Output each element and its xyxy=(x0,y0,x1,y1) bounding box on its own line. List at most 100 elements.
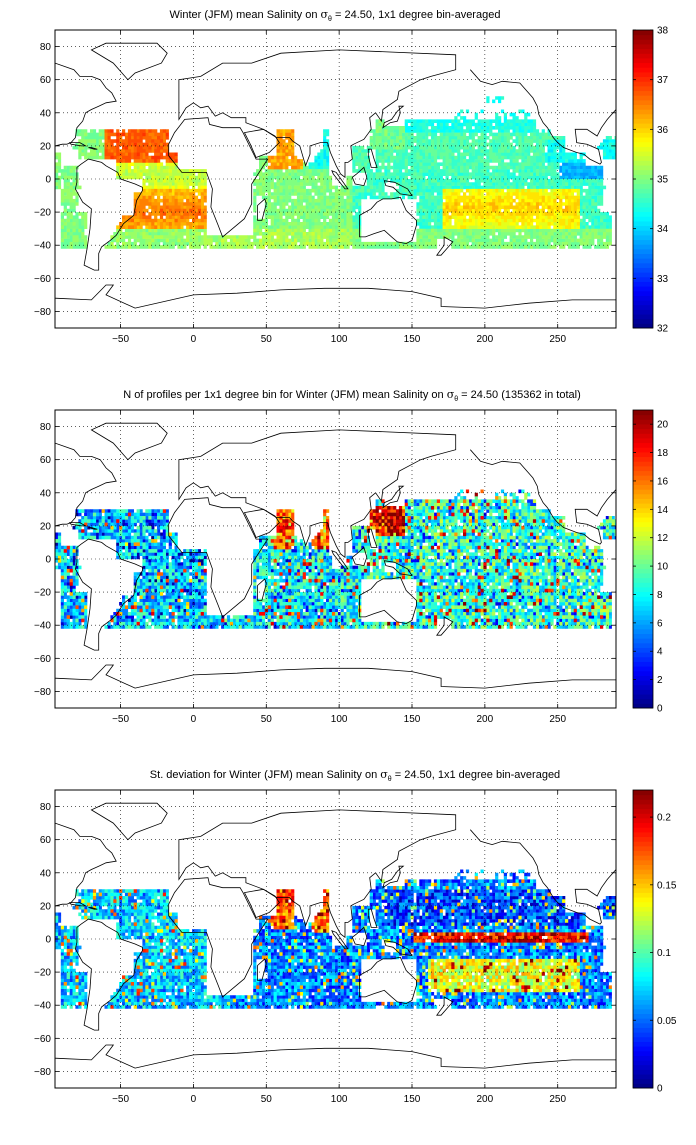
colorbar-step xyxy=(633,614,653,621)
coastline-segment xyxy=(383,940,413,957)
y-tick-label: 40 xyxy=(40,108,52,119)
x-tick-label: 50 xyxy=(261,334,273,345)
colorbar-step xyxy=(633,113,653,119)
data-cell-group xyxy=(119,162,557,249)
colorbar-step xyxy=(633,831,653,838)
data-cell-group xyxy=(55,876,616,1009)
coastline-segment xyxy=(351,546,368,567)
x-tick-label: 150 xyxy=(404,1094,421,1105)
grid xyxy=(55,790,616,1088)
colorbar-step xyxy=(633,410,653,416)
y-tick-label: −80 xyxy=(34,307,51,318)
x-tick-label: 250 xyxy=(549,1094,566,1105)
colorbar-step xyxy=(633,1022,653,1028)
coastline xyxy=(55,802,616,1069)
y-tick-label: −80 xyxy=(34,1067,51,1078)
x-tick-label: 200 xyxy=(477,1094,494,1105)
colorbar-step xyxy=(633,81,653,87)
colorbar-step xyxy=(633,869,653,875)
colorbar-step xyxy=(633,836,653,842)
coastline-segment xyxy=(469,449,616,545)
colorbar-step xyxy=(633,137,653,143)
colorbar-step xyxy=(633,451,653,458)
data-cell-group xyxy=(387,889,615,927)
colorbar-step xyxy=(633,423,653,430)
colorbar-step xyxy=(633,577,653,583)
colorbar-tick-label: 0.1 xyxy=(657,948,671,959)
data-cell-group xyxy=(66,489,604,623)
colorbar-step xyxy=(633,897,653,903)
colorbar-step xyxy=(633,295,653,301)
colorbar-step xyxy=(633,656,653,662)
colorbar-step xyxy=(633,304,653,310)
colorbar-tick-label: 6 xyxy=(657,618,663,629)
colorbar-step xyxy=(633,442,653,448)
coastline-segment xyxy=(351,926,368,947)
y-tick-label: 80 xyxy=(40,42,52,53)
colorbar-step xyxy=(633,456,653,462)
data-cell-group xyxy=(55,122,612,249)
colorbar-step xyxy=(633,248,653,254)
colorbar-step xyxy=(633,948,653,954)
colorbar-step xyxy=(633,703,653,709)
colorbar-step xyxy=(633,1027,653,1033)
y-tick-label: 20 xyxy=(40,901,52,912)
colorbar-step xyxy=(633,155,653,161)
data-cell-group xyxy=(55,489,612,629)
colorbar-step xyxy=(633,57,653,64)
coastline-segment xyxy=(90,802,168,841)
colorbar-step xyxy=(633,414,653,420)
panel-std-deviation: St. deviation for Winter (JFM) mean Sali… xyxy=(34,768,677,1105)
colorbar-tick-label: 37 xyxy=(657,75,669,86)
coastline-segment xyxy=(168,877,269,998)
colorbar-step xyxy=(633,976,653,982)
coastline-segment xyxy=(257,198,267,221)
colorbar-step xyxy=(633,99,653,105)
x-tick-label: 50 xyxy=(261,714,273,725)
colorbar-step xyxy=(633,225,653,231)
data-cell-group xyxy=(352,126,616,230)
colorbar-step xyxy=(633,591,653,597)
coastline-segment xyxy=(359,956,417,1005)
colorbar-step xyxy=(633,146,653,152)
coastline-segment xyxy=(383,180,413,197)
colorbar-step xyxy=(633,827,653,833)
panel-title: N of profiles per 1x1 degree bin for Win… xyxy=(123,388,580,403)
colorbar-step xyxy=(633,906,653,912)
y-tick-label: 60 xyxy=(40,835,52,846)
colorbar-step xyxy=(633,1041,653,1047)
colorbar-step xyxy=(633,230,653,236)
y-tick-label: −60 xyxy=(34,654,51,665)
colorbar-step xyxy=(633,911,653,917)
colorbar-step xyxy=(633,628,653,634)
colorbar-step xyxy=(633,151,653,157)
colorbar-tick-label: 4 xyxy=(657,647,663,658)
colorbar-step xyxy=(633,104,653,110)
coastline-segment xyxy=(436,616,454,636)
colorbar-step xyxy=(633,220,653,227)
colorbar-step xyxy=(633,850,653,856)
colorbar-step xyxy=(633,183,653,189)
coastline-segment xyxy=(469,829,616,925)
colorbar-step xyxy=(633,966,653,973)
colorbar-step xyxy=(633,638,653,644)
coastline-segment xyxy=(178,49,457,179)
colorbar-tick-label: 0.15 xyxy=(657,880,677,891)
x-tick-label: 0 xyxy=(191,1094,197,1105)
colorbar-step xyxy=(633,239,653,245)
colorbar-step xyxy=(633,957,653,963)
data-cell-group xyxy=(87,876,592,1003)
coastline-segment xyxy=(331,929,349,950)
colorbar-step xyxy=(633,216,653,222)
colorbar: 0.2 0.15 0.1 0.05 0 xyxy=(632,789,677,1095)
colorbar-step xyxy=(633,419,653,425)
colorbar-step xyxy=(633,666,653,672)
grid xyxy=(55,30,616,328)
y-tick-label: −40 xyxy=(34,241,51,252)
colorbar-step xyxy=(633,855,653,861)
colorbar-step xyxy=(633,30,653,36)
colorbar-step xyxy=(633,484,653,490)
colorbar-step xyxy=(633,118,653,124)
